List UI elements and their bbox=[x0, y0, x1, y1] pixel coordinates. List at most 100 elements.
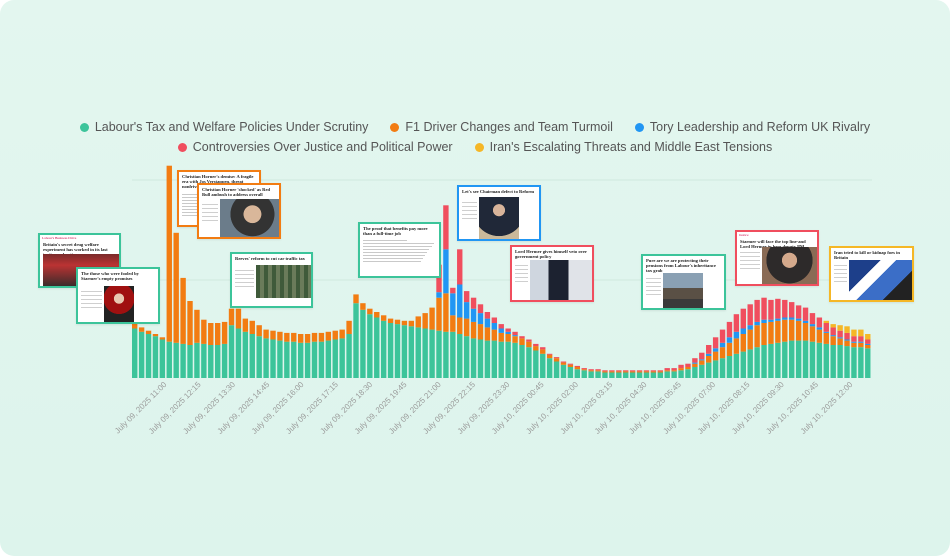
bar-segment[interactable] bbox=[415, 327, 421, 378]
bar-segment[interactable] bbox=[512, 336, 518, 343]
bar-segment[interactable] bbox=[540, 347, 546, 350]
bar-segment[interactable] bbox=[436, 330, 442, 378]
bar-segment[interactable] bbox=[221, 343, 228, 378]
bar-segment[interactable] bbox=[851, 347, 857, 378]
bar-segment[interactable] bbox=[629, 372, 636, 379]
bar-segment[interactable] bbox=[761, 345, 767, 378]
bar-segment[interactable] bbox=[616, 372, 622, 379]
bar-segment[interactable] bbox=[602, 372, 608, 379]
bar-segment[interactable] bbox=[567, 364, 574, 367]
bar-segment[interactable] bbox=[318, 341, 325, 378]
bar-segment[interactable] bbox=[574, 367, 581, 370]
bar-segment[interactable] bbox=[546, 358, 553, 378]
bar-segment[interactable] bbox=[775, 320, 781, 343]
bar-segment[interactable] bbox=[837, 337, 843, 339]
bar-segment[interactable] bbox=[664, 368, 670, 371]
bar-segment[interactable] bbox=[436, 264, 442, 293]
bar-segment[interactable] bbox=[387, 323, 394, 378]
bar-segment[interactable] bbox=[858, 342, 864, 348]
bar-segment[interactable] bbox=[242, 318, 249, 332]
bar-segment[interactable] bbox=[574, 369, 581, 378]
bar-segment[interactable] bbox=[533, 343, 539, 347]
legend-item[interactable]: Labour's Tax and Welfare Policies Under … bbox=[79, 120, 368, 134]
bar-segment[interactable] bbox=[823, 343, 829, 378]
bar-segment[interactable] bbox=[491, 317, 498, 324]
bar-segment[interactable] bbox=[623, 370, 629, 372]
bar-segment[interactable] bbox=[671, 370, 677, 372]
bar-segment[interactable] bbox=[782, 299, 788, 318]
bar-segment[interactable] bbox=[692, 362, 698, 364]
bar-segment[interactable] bbox=[339, 338, 345, 378]
bar-segment[interactable] bbox=[692, 367, 698, 378]
article-thumbnail[interactable]: Pure are we are protecting their pension… bbox=[641, 254, 726, 310]
bar-segment[interactable] bbox=[166, 165, 172, 342]
bar-segment[interactable] bbox=[394, 324, 401, 378]
bar-segment[interactable] bbox=[380, 315, 387, 321]
bar-segment[interactable] bbox=[678, 370, 684, 378]
bar-segment[interactable] bbox=[415, 316, 421, 328]
bar-segment[interactable] bbox=[768, 321, 774, 344]
bar-segment[interactable] bbox=[761, 297, 767, 320]
bar-segment[interactable] bbox=[616, 370, 622, 372]
article-thumbnail[interactable]: Lord Hermer gives himself veto over gove… bbox=[510, 245, 594, 302]
bar-segment[interactable] bbox=[719, 358, 726, 378]
bar-segment[interactable] bbox=[609, 371, 615, 373]
bar-segment[interactable] bbox=[484, 312, 491, 319]
article-thumbnail[interactable]: Reeves' reform to cut car traffic tax bbox=[230, 252, 313, 308]
bar-segment[interactable] bbox=[387, 318, 394, 323]
bar-segment[interactable] bbox=[775, 342, 781, 378]
bar-segment[interactable] bbox=[706, 353, 712, 356]
bar-segment[interactable] bbox=[671, 368, 677, 371]
bar-segment[interactable] bbox=[837, 338, 843, 345]
bar-segment[interactable] bbox=[844, 340, 850, 347]
bar-segment[interactable] bbox=[685, 363, 691, 367]
bar-segment[interactable] bbox=[588, 369, 594, 371]
bar-segment[interactable] bbox=[692, 363, 698, 367]
bar-segment[interactable] bbox=[823, 331, 829, 333]
bar-segment[interactable] bbox=[657, 370, 663, 372]
bar-segment[interactable] bbox=[505, 334, 511, 342]
bar-segment[interactable] bbox=[664, 371, 670, 378]
bar-segment[interactable] bbox=[526, 347, 532, 378]
bar-segment[interactable] bbox=[809, 324, 816, 327]
bar-segment[interactable] bbox=[228, 325, 235, 378]
bar-segment[interactable] bbox=[519, 338, 525, 345]
bar-segment[interactable] bbox=[242, 331, 249, 378]
bar-segment[interactable] bbox=[457, 317, 463, 335]
bar-segment[interactable] bbox=[851, 342, 857, 348]
bar-segment[interactable] bbox=[740, 308, 746, 329]
bar-segment[interactable] bbox=[560, 362, 567, 365]
bar-segment[interactable] bbox=[367, 308, 373, 315]
bar-segment[interactable] bbox=[422, 313, 428, 329]
bar-segment[interactable] bbox=[505, 341, 511, 378]
bar-segment[interactable] bbox=[865, 343, 871, 345]
bar-segment[interactable] bbox=[712, 337, 719, 349]
bar-segment[interactable] bbox=[152, 336, 159, 378]
bar-segment[interactable] bbox=[837, 325, 843, 331]
bar-segment[interactable] bbox=[740, 334, 746, 352]
bar-segment[interactable] bbox=[581, 370, 587, 378]
bar-segment[interactable] bbox=[484, 327, 491, 341]
bar-segment[interactable] bbox=[201, 343, 207, 378]
bar-segment[interactable] bbox=[782, 319, 788, 342]
bar-segment[interactable] bbox=[159, 337, 166, 340]
bar-segment[interactable] bbox=[775, 318, 781, 321]
bar-segment[interactable] bbox=[208, 323, 214, 345]
article-thumbnail[interactable]: Justice Starmer will face the top line-an… bbox=[735, 230, 819, 286]
bar-segment[interactable] bbox=[249, 334, 255, 378]
article-thumbnail[interactable]: The those who were fooled by Starmer's e… bbox=[76, 267, 160, 324]
bar-segment[interactable] bbox=[733, 338, 740, 354]
bar-segment[interactable] bbox=[512, 342, 518, 378]
bar-segment[interactable] bbox=[256, 336, 262, 378]
bar-segment[interactable] bbox=[353, 294, 359, 304]
bar-segment[interactable] bbox=[650, 370, 657, 372]
bar-segment[interactable] bbox=[754, 321, 760, 326]
bar-segment[interactable] bbox=[360, 303, 366, 310]
bar-segment[interactable] bbox=[809, 313, 816, 325]
bar-segment[interactable] bbox=[187, 301, 193, 345]
bar-segment[interactable] bbox=[463, 336, 470, 378]
bar-segment[interactable] bbox=[450, 315, 456, 332]
bar-segment[interactable] bbox=[311, 341, 318, 378]
bar-segment[interactable] bbox=[754, 325, 760, 348]
bar-segment[interactable] bbox=[712, 360, 719, 378]
